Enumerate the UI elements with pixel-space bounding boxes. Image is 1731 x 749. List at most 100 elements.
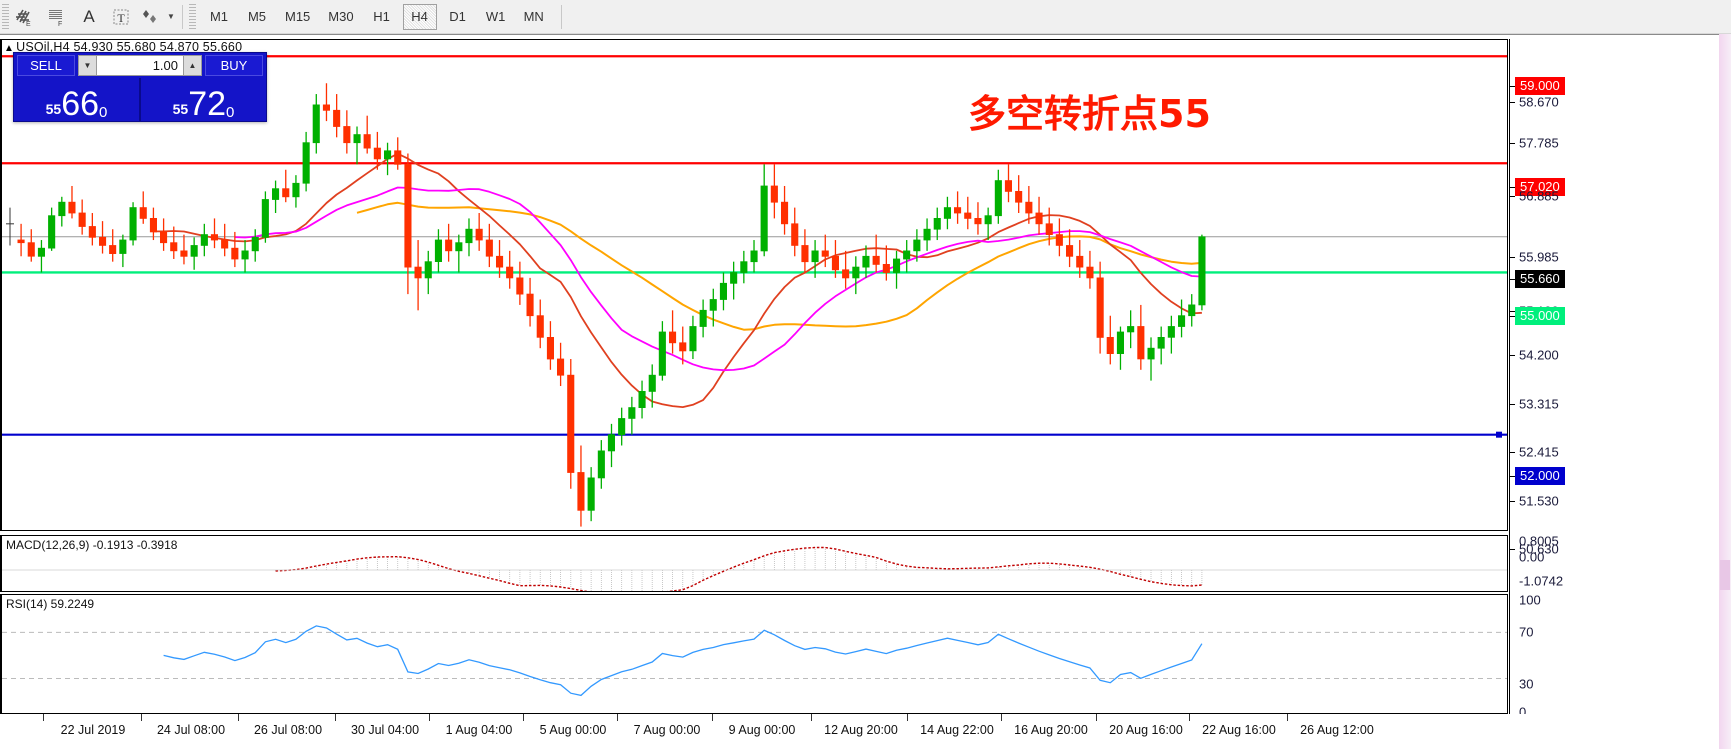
objects-icon[interactable]	[137, 2, 163, 32]
crosshair-icon[interactable]: F	[41, 2, 73, 32]
rsi-label: RSI(14) 59.2249	[6, 597, 95, 611]
chart-area[interactable]: ▲ USOil,H4 54.930 55.680 54.870 55.660 多空…	[0, 34, 1731, 749]
macd-series-layer	[2, 546, 1507, 591]
svg-text:T: T	[117, 11, 125, 25]
crosshair-glyph: F	[49, 9, 62, 28]
sell-price-display[interactable]: 55 66 0	[14, 78, 141, 121]
time-tick	[141, 714, 142, 721]
time-axis-label: 26 Aug 12:00	[1300, 723, 1374, 737]
price-level-label[interactable]: 57.020	[1515, 178, 1565, 196]
macd-panel[interactable]: MACD(12,26,9) -0.1913 -0.3918	[0, 535, 1508, 592]
time-axis-label: 20 Aug 16:00	[1109, 723, 1183, 737]
trade-panel-controls: SELL ▼ 1.00 ▲ BUY	[14, 53, 266, 78]
macd-axis-label: 0.8005	[1519, 533, 1559, 549]
price-level-label[interactable]: 52.000	[1515, 467, 1565, 485]
timeframe-h4[interactable]: H4	[402, 3, 437, 30]
price-plot[interactable]	[0, 39, 1508, 531]
time-tick	[429, 714, 430, 721]
price-tick	[1510, 279, 1515, 280]
time-tick	[617, 714, 618, 721]
ohlc-header: ▲ USOil,H4 54.930 55.680 54.870 55.660	[4, 40, 242, 54]
svg-text:E: E	[26, 21, 31, 28]
price-series-layer	[2, 55, 1507, 527]
time-axis-label: 14 Aug 22:00	[920, 723, 994, 737]
time-axis-label: 9 Aug 00:00	[728, 723, 796, 737]
rsi-axis-label: 0	[1519, 704, 1527, 720]
sell-button[interactable]: SELL	[17, 55, 75, 76]
time-tick	[712, 714, 713, 721]
price-axis[interactable]: 59.000 58.670 57.785 57.020 56.885 55.985 55.6…	[1509, 39, 1719, 720]
time-axis[interactable]: 22 Jul 2019 24 Jul 08:00 26 Jul 08:00 30 Ju…	[0, 714, 1731, 749]
volume-stepper[interactable]: ▼ 1.00 ▲	[78, 55, 202, 76]
buy-price-display[interactable]: 55 72 0	[141, 78, 266, 121]
timeframe-group: M1 M5 M15 M30 H1 H4 D1 W1 MN	[202, 3, 551, 30]
indicators-glyph: E	[16, 9, 31, 28]
timeframe-m5[interactable]: M5	[247, 9, 267, 24]
rsi-panel[interactable]: RSI(14) 59.2249	[0, 594, 1508, 714]
buy-price-prefix: 55	[172, 101, 189, 117]
vertical-scrollbar-track[interactable]	[1719, 34, 1731, 749]
text-label-icon[interactable]: A	[83, 6, 95, 26]
price-level-label[interactable]: 59.000	[1515, 77, 1565, 95]
price-level-label[interactable]: 55.660	[1515, 270, 1565, 288]
time-tick	[523, 714, 524, 721]
vertical-scrollbar-thumb[interactable]	[1720, 560, 1730, 590]
price-tick-label: 53.315	[1519, 396, 1559, 412]
volume-increase-button[interactable]: ▲	[183, 55, 202, 76]
collapse-arrow-icon[interactable]: ▲	[4, 43, 15, 54]
price-level-label[interactable]: 55.000	[1515, 307, 1565, 325]
one-click-trading-panel[interactable]: SELL ▼ 1.00 ▲ BUY 55 66 0 55 72 0	[13, 52, 267, 122]
toolbar-grip[interactable]	[2, 3, 9, 30]
timeframe-d1[interactable]: D1	[449, 9, 466, 24]
price-tick-label: 55.985	[1519, 249, 1559, 265]
time-axis-label: 12 Aug 20:00	[824, 723, 898, 737]
objects-dropdown-icon[interactable]: ▼	[167, 12, 175, 21]
price-tick	[1510, 102, 1515, 103]
time-axis-label: 5 Aug 00:00	[539, 723, 607, 737]
time-tick	[43, 714, 44, 721]
price-tick	[1510, 143, 1515, 144]
macd-signal-line	[275, 546, 1202, 591]
price-tick-label: 52.415	[1519, 444, 1559, 460]
main-toolbar: E F A T ▼	[0, 0, 1731, 34]
time-tick	[238, 714, 239, 721]
time-axis-label: 22 Jul 2019	[60, 723, 126, 737]
ma-red-line	[153, 152, 1202, 408]
indicators-icon[interactable]: E	[9, 2, 41, 32]
price-tick	[1510, 355, 1515, 356]
time-tick	[907, 714, 908, 721]
macd-axis-label: 0.00	[1519, 549, 1545, 565]
text-object-glyph: T	[113, 9, 129, 25]
ohlc-text: USOil,H4 54.930 55.680 54.870 55.660	[16, 40, 243, 54]
price-tick	[1510, 476, 1515, 477]
svg-text:F: F	[58, 21, 62, 28]
price-tick-label: 58.670	[1519, 94, 1559, 110]
time-tick	[1189, 714, 1190, 721]
buy-button[interactable]: BUY	[205, 55, 263, 76]
time-axis-label: 16 Aug 20:00	[1014, 723, 1088, 737]
buy-price-main: 72	[188, 84, 227, 123]
time-tick	[1001, 714, 1002, 721]
volume-input[interactable]: 1.00	[97, 55, 183, 76]
toolbar-divider	[182, 4, 183, 29]
timeframe-m1[interactable]: M1	[209, 9, 229, 24]
price-tick-label: 54.200	[1519, 347, 1559, 363]
sell-price-fraction: 0	[99, 104, 108, 121]
price-tick	[1510, 187, 1515, 188]
price-tick-label: 57.785	[1519, 135, 1559, 151]
price-tick	[1510, 316, 1515, 317]
timeframe-mn[interactable]: MN	[523, 9, 544, 24]
macd-axis-label: -1.0742	[1519, 573, 1564, 589]
timeframe-m15[interactable]: M15	[285, 9, 311, 24]
time-axis-label: 7 Aug 00:00	[633, 723, 701, 737]
price-tick	[1510, 452, 1515, 453]
text-object-icon[interactable]: T	[105, 2, 137, 32]
volume-decrease-button[interactable]: ▼	[78, 55, 97, 76]
timeframe-h1[interactable]: H1	[373, 9, 390, 24]
timeframe-m30[interactable]: M30	[328, 9, 354, 24]
toolbar-divider-2	[560, 4, 562, 29]
timeframe-w1[interactable]: W1	[485, 9, 506, 24]
rsi-series-layer	[2, 625, 1507, 697]
time-axis-label: 24 Jul 08:00	[156, 723, 226, 737]
timeframe-grip[interactable]	[189, 3, 196, 30]
